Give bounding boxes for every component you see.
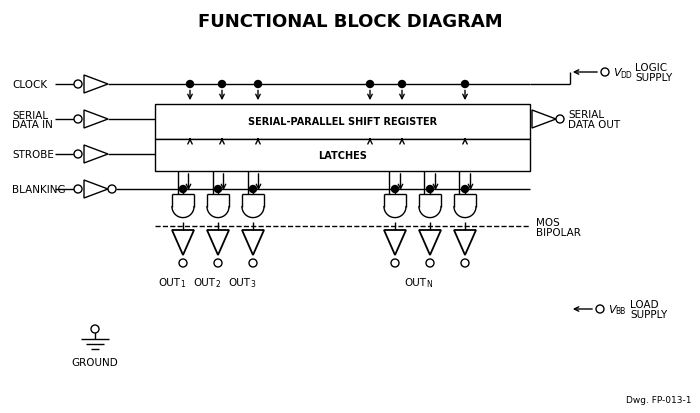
- Circle shape: [214, 259, 222, 267]
- Text: CLOCK: CLOCK: [12, 80, 47, 90]
- Circle shape: [74, 81, 82, 89]
- Text: SERIAL: SERIAL: [568, 110, 604, 120]
- Circle shape: [601, 69, 609, 77]
- Text: OUT: OUT: [193, 277, 215, 287]
- Circle shape: [179, 186, 186, 193]
- Circle shape: [367, 81, 374, 88]
- Text: N: N: [426, 279, 432, 288]
- Circle shape: [255, 81, 262, 88]
- Text: V: V: [613, 68, 621, 78]
- Text: 3: 3: [250, 279, 255, 288]
- Text: BIPOLAR: BIPOLAR: [536, 228, 581, 237]
- Text: 1: 1: [180, 279, 185, 288]
- Circle shape: [249, 186, 256, 193]
- Text: BLANKING: BLANKING: [12, 185, 66, 195]
- Text: LOGIC: LOGIC: [635, 63, 667, 73]
- Text: DATA OUT: DATA OUT: [568, 120, 620, 130]
- Text: DD: DD: [620, 70, 631, 79]
- Circle shape: [461, 259, 469, 267]
- Text: MOS: MOS: [536, 218, 560, 228]
- Circle shape: [74, 151, 82, 159]
- Text: 2: 2: [215, 279, 220, 288]
- Circle shape: [74, 185, 82, 194]
- Text: Dwg. FP-013-1: Dwg. FP-013-1: [626, 395, 692, 404]
- Circle shape: [214, 186, 221, 193]
- Text: STROBE: STROBE: [12, 150, 54, 159]
- Circle shape: [179, 259, 187, 267]
- Bar: [155, 140, 530, 171]
- Circle shape: [91, 325, 99, 333]
- Circle shape: [391, 259, 399, 267]
- Text: DATA IN: DATA IN: [12, 120, 53, 130]
- Circle shape: [74, 116, 82, 124]
- Text: FUNCTIONAL BLOCK DIAGRAM: FUNCTIONAL BLOCK DIAGRAM: [197, 13, 503, 31]
- Circle shape: [461, 186, 468, 193]
- Circle shape: [556, 116, 564, 124]
- Text: SUPPLY: SUPPLY: [635, 73, 672, 83]
- Circle shape: [108, 185, 116, 194]
- Circle shape: [186, 81, 193, 88]
- Circle shape: [461, 81, 468, 88]
- Text: LATCHES: LATCHES: [318, 151, 367, 161]
- Text: OUT: OUT: [404, 277, 426, 287]
- Text: SUPPLY: SUPPLY: [630, 309, 667, 319]
- Circle shape: [249, 259, 257, 267]
- Text: LOAD: LOAD: [630, 299, 659, 309]
- Circle shape: [218, 81, 225, 88]
- Text: BB: BB: [615, 307, 625, 316]
- Text: OUT: OUT: [158, 277, 180, 287]
- Text: OUT: OUT: [228, 277, 250, 287]
- Bar: [155, 105, 530, 140]
- Text: SERIAL-PARALLEL SHIFT REGISTER: SERIAL-PARALLEL SHIFT REGISTER: [248, 117, 437, 127]
- Circle shape: [398, 81, 405, 88]
- Text: GROUND: GROUND: [71, 357, 118, 367]
- Circle shape: [426, 259, 434, 267]
- Circle shape: [426, 186, 433, 193]
- Circle shape: [596, 305, 604, 313]
- Circle shape: [391, 186, 398, 193]
- Text: V: V: [608, 304, 615, 314]
- Text: SERIAL: SERIAL: [12, 111, 48, 121]
